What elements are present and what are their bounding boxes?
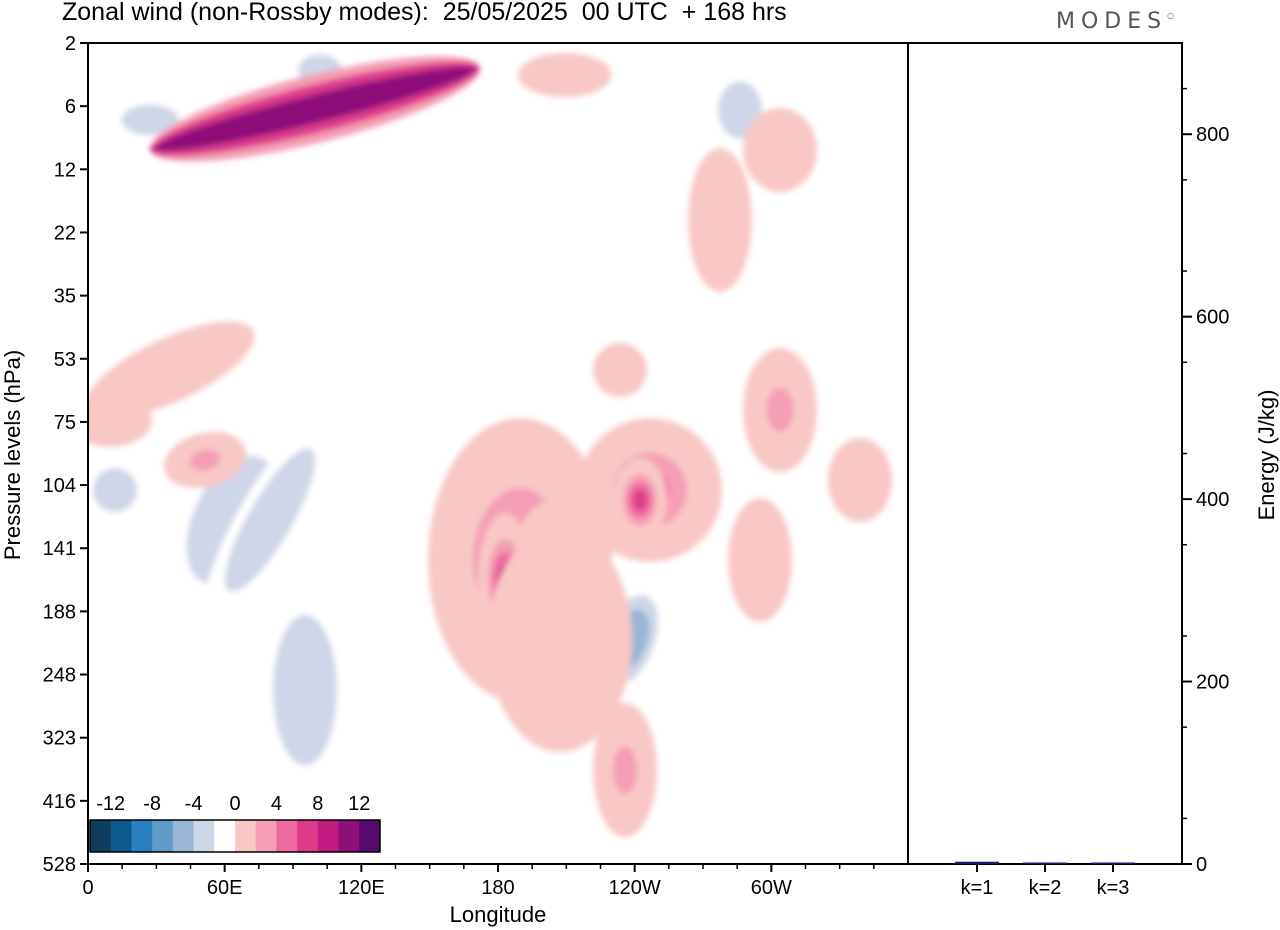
colorbar-swatch xyxy=(110,820,132,852)
colorbar-label: 0 xyxy=(229,793,240,815)
colorbar-swatch xyxy=(172,820,195,852)
colorbar-label: -8 xyxy=(143,793,161,815)
y-tick-label: 104 xyxy=(43,475,76,497)
energy-bar xyxy=(955,861,999,864)
wind-field xyxy=(88,48,892,837)
energy-category-label: k=1 xyxy=(961,877,994,899)
contour-shell xyxy=(843,458,877,502)
y-tick-label: 416 xyxy=(43,791,76,813)
jet-streak xyxy=(154,66,475,151)
colorbar-swatch xyxy=(276,820,298,852)
chart-title: Zonal wind (non-Rossby modes): 25/05/202… xyxy=(62,0,787,26)
contour-shell xyxy=(605,355,635,385)
contour-shell xyxy=(523,583,597,697)
y-tick-label: 12 xyxy=(54,159,76,181)
contour-shell xyxy=(760,128,800,172)
y-axis-title: Pressure levels (hPa) xyxy=(0,350,25,560)
colorbar-label: 12 xyxy=(348,793,370,815)
colorbar-swatch xyxy=(297,820,319,852)
colorbar-label: 4 xyxy=(271,793,282,815)
colorbar-frame xyxy=(89,819,381,853)
contour-shell xyxy=(618,68,662,92)
contour-shell xyxy=(358,418,402,482)
energy-bars: k=1 k=2 k=3 xyxy=(955,861,1135,899)
energy-category-label: k=2 xyxy=(1029,877,1062,899)
colorbar-swatch xyxy=(255,820,277,852)
energy-category-label: k=3 xyxy=(1097,877,1130,899)
colorbar-swatch xyxy=(90,820,112,852)
energy-panel-frame xyxy=(907,42,1183,865)
y-tick-label: 528 xyxy=(43,854,76,876)
y-tick-label: 6 xyxy=(65,96,76,118)
colorbar-swatch xyxy=(359,820,381,852)
y-tick-label: 22 xyxy=(54,222,76,244)
contour-shell xyxy=(88,405,132,435)
contour-shell xyxy=(288,651,322,729)
colorbar: -12 -8 -4 0 4 8 12 xyxy=(89,793,381,853)
y-tick-label: 248 xyxy=(43,665,76,687)
energy-bar xyxy=(1023,862,1067,864)
y-tick-label: 188 xyxy=(43,601,76,623)
x-tick-label: 180 xyxy=(481,877,514,899)
energy-tick-label: 400 xyxy=(1196,489,1229,511)
x-tick-label: 60E xyxy=(207,877,243,899)
colorbar-swatch xyxy=(338,820,360,852)
energy-tick-label: 200 xyxy=(1196,672,1229,694)
y-tick-label: 323 xyxy=(43,728,76,750)
y-tick-label: 53 xyxy=(54,349,76,371)
logo-text: MODES xyxy=(1056,9,1168,34)
colorbar-swatch xyxy=(152,820,174,852)
contour-shell xyxy=(703,183,737,257)
contour-shell xyxy=(126,344,214,396)
colorbar-label: -12 xyxy=(96,793,125,815)
x-tick-label: 60W xyxy=(751,877,792,899)
contour-shell xyxy=(540,63,590,87)
x-axis-title: Longitude xyxy=(450,902,547,927)
colorbar-swatch xyxy=(193,820,215,852)
y-tick-label: 75 xyxy=(54,412,76,434)
y-tick-label: 35 xyxy=(54,286,76,308)
colorbar-swatch xyxy=(235,820,257,852)
contour-shell xyxy=(766,388,794,432)
y-tick-label: 141 xyxy=(43,538,76,560)
contour-shell xyxy=(246,483,294,557)
x-axis-ticks: 0 60E 120E 180 120W 60W xyxy=(82,864,875,899)
colorbar-label: -4 xyxy=(185,793,203,815)
energy-tick-label: 0 xyxy=(1196,854,1207,876)
x-tick-label: 0 xyxy=(82,877,93,899)
energy-tick-label: 600 xyxy=(1196,307,1229,329)
contour-shell xyxy=(103,478,127,502)
contour-shell xyxy=(728,94,752,126)
contour-shell xyxy=(815,588,845,652)
colorbar-swatch xyxy=(317,820,340,852)
contour-shell xyxy=(134,111,166,129)
colorbar-swatch xyxy=(131,820,153,852)
energy-bar xyxy=(1091,862,1135,864)
energy-tick-label: 800 xyxy=(1196,124,1229,146)
contour-shell xyxy=(633,490,647,510)
contour-shell xyxy=(743,528,777,592)
energy-axis-title: Energy (J/kg) xyxy=(1254,390,1279,521)
y-tick-label: 2 xyxy=(65,33,76,55)
contour-shell xyxy=(228,195,272,225)
colorbar-swatch xyxy=(214,820,236,852)
modes-logo: MODES○ xyxy=(1056,9,1175,34)
colorbar-label: 8 xyxy=(312,793,323,815)
x-tick-label: 120E xyxy=(338,877,385,899)
energy-axis-ticks: 0 200 400 600 800 xyxy=(1182,87,1229,876)
y-axis-ticks: 2 6 12 22 35 53 75 104 141 188 248 323 416 528 xyxy=(43,33,88,876)
contour-shell xyxy=(813,238,847,262)
x-tick-label: 120W xyxy=(609,877,661,899)
contour-shell xyxy=(189,449,221,471)
contour-shell xyxy=(613,746,637,794)
